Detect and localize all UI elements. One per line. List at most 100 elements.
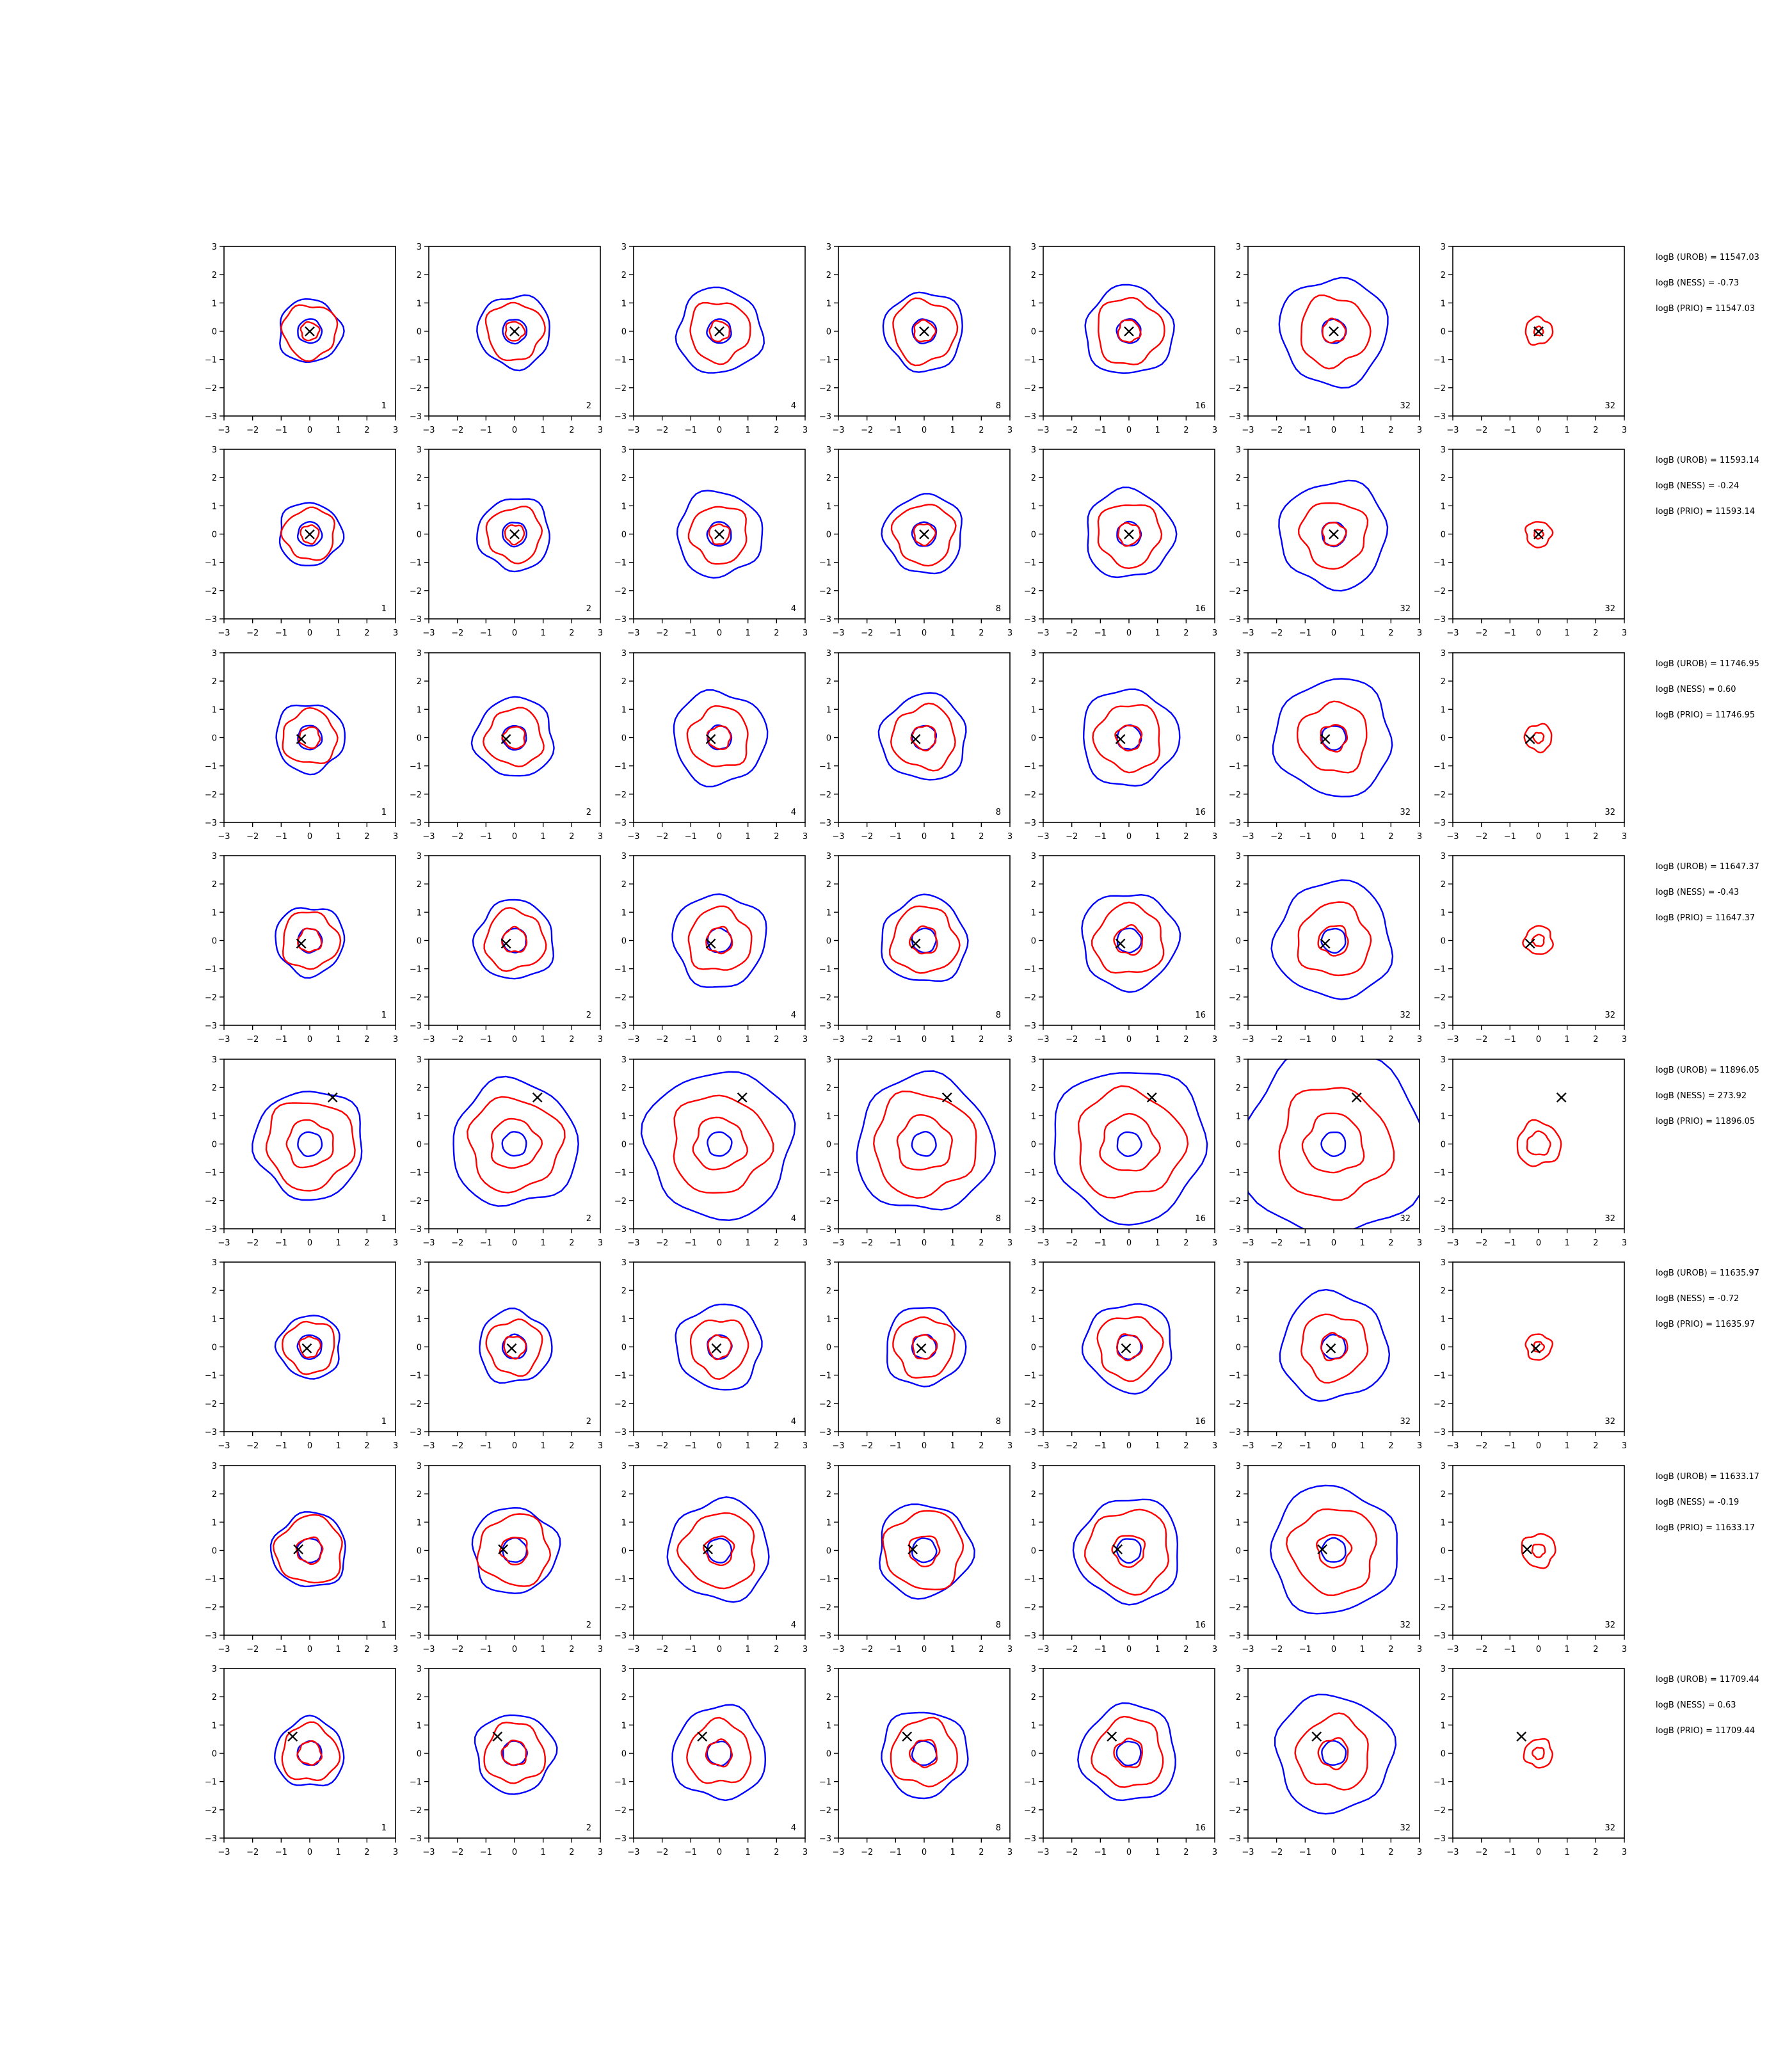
x-tick-label: 3 bbox=[1007, 1035, 1012, 1044]
y-tick-label: −1 bbox=[614, 356, 627, 365]
x-tick-label: −3 bbox=[422, 1035, 435, 1044]
contour-red bbox=[1533, 529, 1544, 540]
x-tick-label: 0 bbox=[1331, 1645, 1336, 1654]
x-tick-label: 0 bbox=[717, 1645, 722, 1654]
contour-blue-inner bbox=[296, 1334, 323, 1360]
x-tick-label: −2 bbox=[1475, 1848, 1487, 1857]
x-tick-label: −2 bbox=[246, 832, 259, 842]
x-tick-label: −1 bbox=[1094, 1035, 1107, 1044]
x-tick-label: −3 bbox=[1446, 1645, 1459, 1654]
x-tick-label: 3 bbox=[1212, 1441, 1217, 1451]
y-tick-label: 2 bbox=[417, 271, 422, 280]
x-tick-label: −2 bbox=[1475, 1645, 1487, 1654]
y-tick-label: −2 bbox=[614, 384, 627, 394]
x-tick-label: 1 bbox=[746, 1645, 751, 1654]
panel-label: 8 bbox=[996, 1620, 1001, 1630]
y-tick-label: 1 bbox=[826, 299, 831, 308]
y-tick-label: 0 bbox=[1031, 1547, 1036, 1556]
y-tick-label: −2 bbox=[410, 384, 422, 394]
contour-red bbox=[1531, 1544, 1546, 1558]
x-tick-label: 3 bbox=[1622, 426, 1627, 435]
y-tick-label: −3 bbox=[410, 1834, 422, 1844]
y-tick-label: 1 bbox=[417, 908, 422, 918]
y-tick-label: 0 bbox=[212, 734, 217, 744]
x-tick-label: 3 bbox=[803, 1645, 808, 1654]
panel-r2-c2: × −3 −2 −1 0 1 2 3 −3 −2 −1 0 1 2 3 2 bbox=[410, 445, 603, 638]
y-tick-label: −1 bbox=[819, 1169, 831, 1178]
y-tick-label: −3 bbox=[1024, 1021, 1036, 1031]
y-tick-label: 1 bbox=[1441, 299, 1446, 308]
x-tick-label: −2 bbox=[246, 628, 259, 638]
x-tick-label: 1 bbox=[1360, 628, 1365, 638]
x-tick-label: 0 bbox=[1536, 628, 1541, 638]
contour-red bbox=[1285, 1508, 1378, 1596]
x-tick-label: −2 bbox=[246, 1848, 259, 1857]
y-tick-label: 0 bbox=[1441, 531, 1446, 540]
contour-red bbox=[892, 1316, 956, 1379]
x-tick-label: 1 bbox=[336, 1645, 341, 1654]
y-tick-label: −1 bbox=[1024, 559, 1036, 568]
y-tick-label: −3 bbox=[1434, 615, 1446, 625]
x-tick-label: −1 bbox=[890, 426, 902, 435]
panel-label: 8 bbox=[996, 1011, 1001, 1020]
x-tick-label: −3 bbox=[832, 1848, 844, 1857]
y-tick-label: 2 bbox=[826, 474, 831, 483]
contour-blue-inner bbox=[501, 1131, 527, 1157]
x-tick-label: −1 bbox=[480, 426, 492, 435]
contour-red bbox=[296, 1740, 323, 1766]
stat-line: logB (UROB) = 11709.44 bbox=[1656, 1675, 1759, 1684]
panel-r6-c1: × −3 −2 −1 0 1 2 3 −3 −2 −1 0 1 2 3 1 bbox=[205, 1258, 398, 1451]
x-tick-label: 3 bbox=[1007, 426, 1012, 435]
x-tick-label: 3 bbox=[1417, 1441, 1422, 1451]
x-tick-label: 2 bbox=[1388, 1238, 1393, 1248]
x-tick-label: −3 bbox=[627, 1035, 639, 1044]
marker-x: × bbox=[712, 524, 726, 545]
contour-red bbox=[908, 1535, 941, 1568]
x-tick-label: 1 bbox=[950, 628, 956, 638]
x-tick-label: −3 bbox=[1242, 1441, 1254, 1451]
marker-x: × bbox=[1113, 932, 1128, 954]
x-tick-label: −3 bbox=[832, 1035, 844, 1044]
x-tick-label: −1 bbox=[480, 1035, 492, 1044]
x-tick-label: 2 bbox=[979, 832, 984, 842]
contour-blue bbox=[881, 493, 963, 575]
contour-red bbox=[689, 301, 751, 365]
y-tick-label: 2 bbox=[826, 677, 831, 687]
contour-blue bbox=[1081, 1303, 1172, 1395]
x-tick-label: −2 bbox=[1066, 1238, 1078, 1248]
y-tick-label: −1 bbox=[205, 559, 217, 568]
x-tick-label: −2 bbox=[1270, 426, 1283, 435]
y-tick-label: 2 bbox=[1236, 1490, 1241, 1500]
x-tick-label: −3 bbox=[1446, 426, 1459, 435]
y-tick-label: 3 bbox=[1441, 852, 1446, 861]
contour-red bbox=[300, 321, 321, 342]
panel-r6-c5: × −3 −2 −1 0 1 2 3 −3 −2 −1 0 1 2 3 16 bbox=[1024, 1258, 1217, 1451]
axes-frame bbox=[838, 1465, 1011, 1636]
y-tick-label: 1 bbox=[417, 1518, 422, 1528]
x-tick-label: −3 bbox=[218, 1441, 230, 1451]
x-tick-label: 0 bbox=[512, 1848, 517, 1857]
y-tick-label: −2 bbox=[1229, 1400, 1241, 1409]
row-stats-6: logB (UROB) = 11635.97 logB (NESS) = -0.7… bbox=[1656, 1268, 1759, 1345]
marker-x: × bbox=[703, 932, 718, 954]
axes-frame bbox=[838, 1059, 1011, 1229]
panel-label: 32 bbox=[1604, 808, 1615, 817]
y-tick-label: 2 bbox=[1031, 1286, 1036, 1296]
y-tick-label: 2 bbox=[826, 271, 831, 280]
contour-red bbox=[676, 1512, 756, 1590]
y-tick-label: 0 bbox=[621, 734, 627, 744]
contour-red bbox=[1522, 925, 1555, 955]
y-tick-label: −1 bbox=[205, 762, 217, 772]
x-tick-label: −3 bbox=[218, 1238, 230, 1248]
y-tick-label: 0 bbox=[826, 328, 831, 337]
y-tick-label: 3 bbox=[621, 1665, 627, 1674]
x-tick-label: −3 bbox=[627, 1645, 639, 1654]
y-tick-label: 3 bbox=[417, 852, 422, 861]
y-tick-label: −3 bbox=[1229, 819, 1241, 828]
x-tick-label: 1 bbox=[1565, 426, 1570, 435]
y-tick-label: −1 bbox=[1434, 965, 1446, 975]
x-tick-label: −1 bbox=[890, 628, 902, 638]
x-tick-label: −2 bbox=[656, 1441, 668, 1451]
y-tick-label: −1 bbox=[1434, 1372, 1446, 1381]
contour-red bbox=[1322, 522, 1347, 547]
